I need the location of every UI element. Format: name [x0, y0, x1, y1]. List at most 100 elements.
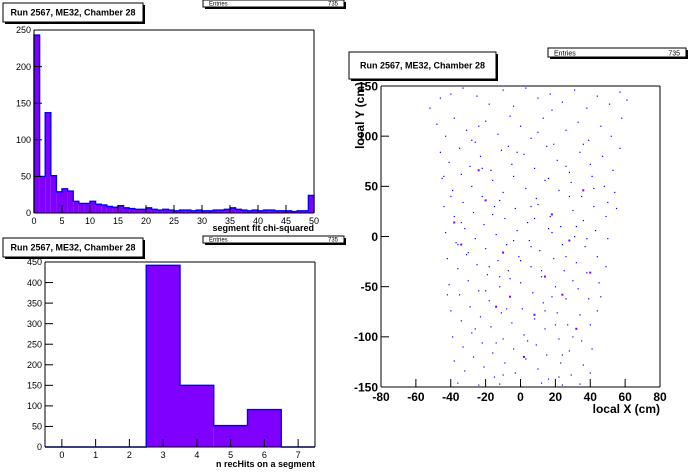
stats-box: [202, 0, 345, 8]
scatter-point: [533, 217, 536, 220]
y-tick-label: 250: [16, 25, 31, 35]
scatter-point: [581, 195, 583, 198]
x-tick-label: -40: [442, 390, 460, 404]
scatter-point: [464, 370, 466, 372]
scatter-point: [516, 229, 518, 232]
histogram-bar: [207, 210, 214, 213]
histogram-bar: [146, 265, 180, 447]
x-tick-label: -20: [477, 390, 495, 404]
scatter-point: [579, 314, 581, 316]
scatter-point: [478, 125, 480, 127]
scatter-point: [521, 308, 523, 310]
x-axis-label: n recHits on a segment: [216, 459, 315, 469]
scatter-point: [502, 374, 504, 376]
scatter-point: [607, 238, 609, 240]
scatter-point: [481, 195, 483, 198]
scatter-point: [504, 362, 506, 364]
scatter-point: [575, 225, 577, 228]
scatter-point: [586, 272, 588, 274]
stats-value: 735: [328, 238, 339, 244]
scatter-point: [493, 205, 496, 208]
histogram-bar: [140, 209, 146, 213]
scatter-point: [460, 243, 463, 246]
scatter-point: [619, 147, 621, 149]
histogram-bar: [179, 210, 186, 213]
scatter-point: [467, 252, 469, 254]
x-tick-label: 3: [161, 450, 166, 460]
scatter-point: [584, 246, 586, 248]
scatter-point: [500, 149, 503, 151]
scatter-point: [582, 219, 584, 222]
histogram-bar: [162, 209, 169, 213]
scatter-point: [535, 344, 537, 346]
scatter-point: [514, 372, 516, 374]
scatter-point: [474, 238, 476, 240]
y-tick-label: 50: [32, 422, 42, 432]
scatter-point: [568, 239, 571, 242]
scatter-point: [495, 305, 498, 308]
scatter-point: [436, 123, 438, 125]
scatter-point: [450, 310, 452, 312]
histogram-bar: [134, 209, 141, 213]
y-tick-label: 400: [27, 278, 42, 288]
stats-label: Entries: [209, 238, 228, 244]
scatter-point: [621, 117, 623, 119]
scatter-point: [577, 288, 579, 290]
scatter-point: [490, 326, 492, 328]
x-tick-label: 80: [653, 390, 667, 404]
scatter-point: [479, 155, 482, 157]
scatter-point: [591, 175, 593, 177]
scatter-point: [528, 240, 530, 242]
scatter-point: [477, 169, 480, 172]
scatter-point: [462, 346, 464, 348]
scatter-point: [558, 376, 560, 378]
scatter-point: [561, 354, 564, 356]
y-tick-label: 0: [37, 442, 42, 452]
scatter-point: [565, 256, 567, 258]
histogram-bar: [146, 207, 152, 213]
scatter-point: [488, 103, 490, 105]
histogram-bar: [123, 207, 130, 213]
y-tick-label: 0: [26, 208, 31, 218]
histogram-bar: [174, 210, 180, 213]
scatter-point: [443, 175, 445, 177]
scatter-point: [513, 105, 515, 107]
scatter-point: [486, 274, 489, 276]
histogram-bar: [258, 210, 264, 213]
histogram-bar: [308, 195, 314, 213]
scatter-point: [476, 95, 478, 97]
scatter-point: [485, 290, 487, 292]
scatter-point: [509, 295, 512, 298]
scatter-point: [453, 117, 455, 119]
scatter-point: [492, 179, 494, 182]
histogram-bar: [50, 175, 57, 213]
x-tick-label: 0: [59, 450, 64, 460]
scatter-point: [574, 236, 576, 238]
x-tick-label: 45: [281, 216, 291, 226]
scatter-point: [458, 294, 461, 296]
histogram-bar: [291, 211, 298, 213]
scatter-point: [450, 93, 452, 95]
scatter-point: [460, 320, 462, 322]
histogram-bar: [224, 209, 230, 213]
scatter-point: [575, 262, 577, 264]
scatter-point: [457, 268, 459, 270]
scatter-point: [553, 258, 555, 260]
scatter-point: [460, 221, 462, 224]
scatter-point: [568, 171, 571, 173]
scatter-point: [520, 125, 522, 127]
scatter-point: [533, 318, 536, 320]
scatter-point: [464, 227, 466, 230]
scatter-point: [445, 135, 447, 137]
scatter-point: [601, 155, 604, 157]
x-tick-label: 20: [549, 390, 563, 404]
scatter-point: [537, 203, 539, 206]
stats-label: Entries: [209, 2, 228, 8]
scatter-point: [546, 145, 548, 147]
histogram-bar: [45, 112, 51, 213]
scatter-point: [469, 165, 471, 167]
scatter-point: [511, 163, 513, 165]
scatter-point: [513, 175, 515, 177]
